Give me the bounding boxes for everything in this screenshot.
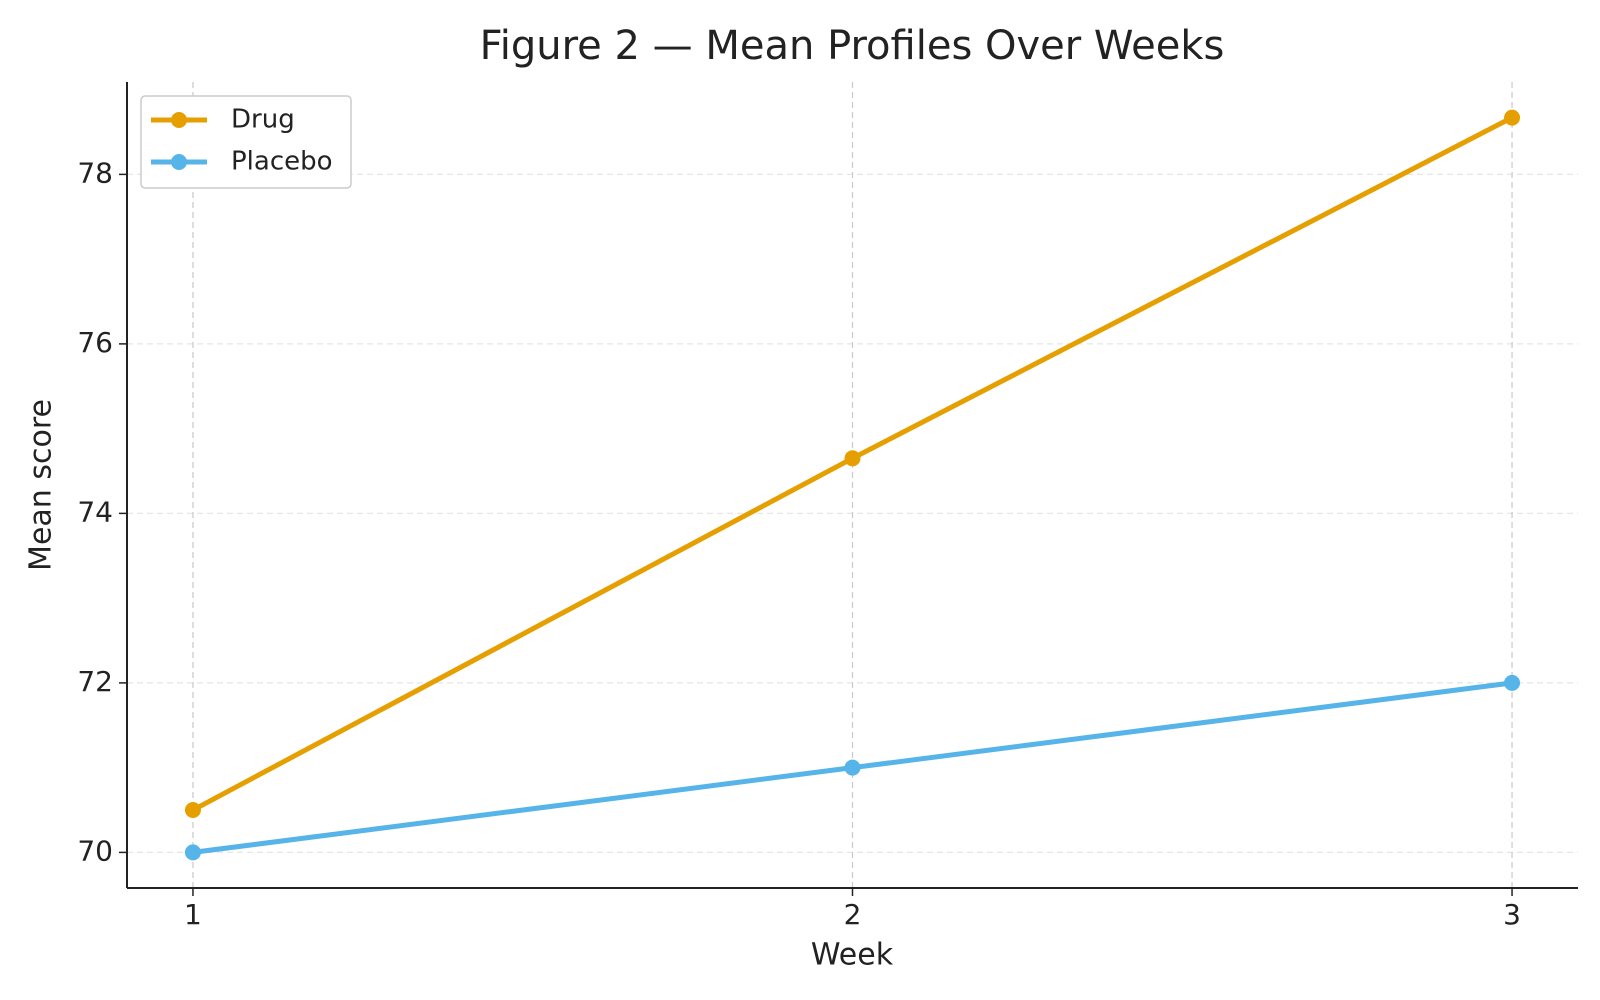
- legend-marker: [171, 154, 187, 170]
- y-tick-label: 72: [77, 665, 113, 698]
- chart-title: Figure 2 — Mean Profiles Over Weeks: [480, 23, 1225, 69]
- data-point: [184, 802, 201, 819]
- y-tick-label: 70: [77, 834, 113, 867]
- y-tick-label: 76: [77, 326, 113, 359]
- y-tick-label: 78: [77, 156, 113, 189]
- legend-label: Drug: [231, 105, 295, 135]
- data-point: [844, 450, 861, 467]
- legend-marker: [171, 112, 187, 128]
- y-axis-label: Mean score: [24, 399, 59, 571]
- x-tick-label: 2: [844, 898, 862, 931]
- x-axis-label: Week: [811, 938, 894, 973]
- x-tick-label: 3: [1503, 898, 1521, 931]
- legend-label: Placebo: [231, 147, 333, 177]
- data-point: [1504, 674, 1521, 691]
- x-tick-label: 1: [184, 898, 202, 931]
- data-point: [184, 844, 201, 861]
- data-point: [1504, 109, 1521, 126]
- data-point: [844, 759, 861, 776]
- y-tick-label: 74: [77, 495, 113, 528]
